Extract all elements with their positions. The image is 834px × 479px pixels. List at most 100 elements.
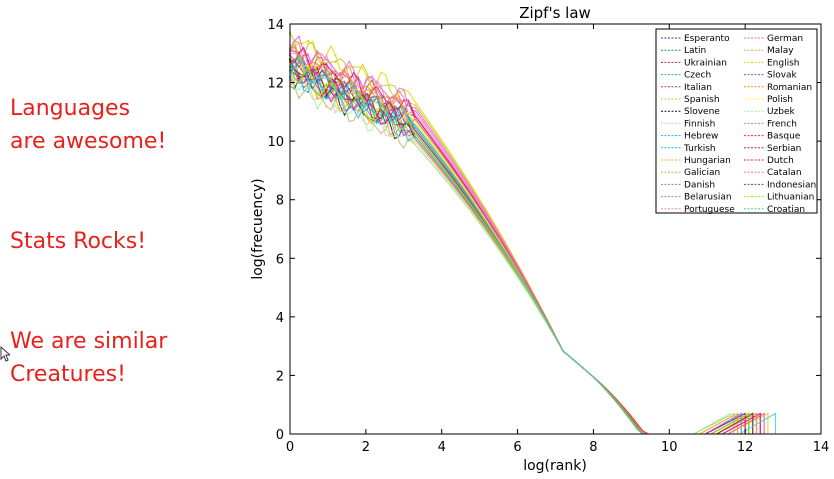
legend: Esperanto Latin Ukrainian Czech Italian Spani… bbox=[655, 28, 818, 215]
plot-frame bbox=[289, 23, 822, 435]
y-tick-label: 4 bbox=[276, 311, 284, 326]
legend-label-romanian: Romanian bbox=[767, 83, 812, 93]
legend-label-croatian: Croatian bbox=[767, 205, 805, 215]
series-point bbox=[307, 79, 310, 82]
series-point bbox=[307, 42, 310, 45]
series-point bbox=[334, 70, 337, 73]
series-point bbox=[325, 83, 328, 86]
slide-text-line: Stats Rocks! bbox=[10, 229, 147, 254]
axes-layer: 0 2 4 6 8 10 12 14 0 2 4 6 8 10 12 14 bbox=[267, 18, 829, 455]
x-tick-label: 14 bbox=[813, 440, 830, 455]
series-point bbox=[334, 87, 337, 90]
legend-label-malay: Malay bbox=[767, 46, 794, 56]
slide-text-line: Creatures! bbox=[10, 362, 126, 387]
series-point bbox=[307, 72, 310, 74]
series-point bbox=[298, 56, 301, 59]
series-point bbox=[325, 54, 328, 56]
series-point bbox=[334, 74, 337, 77]
legend-label-turkish: Turkish bbox=[683, 144, 716, 154]
legend-label-danish: Danish bbox=[684, 180, 715, 190]
series-point bbox=[325, 89, 328, 92]
legend-label-lithuanian: Lithuanian bbox=[767, 193, 814, 203]
series-point bbox=[307, 75, 310, 78]
series-point bbox=[325, 72, 328, 75]
x-tick-label: 8 bbox=[589, 440, 597, 455]
series-point bbox=[316, 51, 319, 54]
series-point bbox=[325, 63, 328, 66]
series-point bbox=[316, 57, 319, 60]
series-point bbox=[325, 93, 328, 96]
slide-text-stats: Stats Rocks! bbox=[10, 225, 146, 258]
legend-label-galician: Galician bbox=[684, 168, 720, 178]
series-point bbox=[307, 85, 310, 88]
legend-label-czech: Czech bbox=[684, 71, 711, 81]
y-tick-label: 6 bbox=[276, 252, 284, 267]
series-point bbox=[316, 50, 319, 53]
y-tick-label: 0 bbox=[276, 428, 284, 443]
legend-label-catalan: Catalan bbox=[767, 168, 802, 178]
y-tick-label: 14 bbox=[267, 18, 284, 33]
series-point bbox=[334, 60, 337, 63]
legend-label-english: English bbox=[767, 58, 800, 68]
series-point bbox=[307, 66, 310, 69]
series-point bbox=[298, 61, 301, 64]
legend-label-indonesian: Indonesian bbox=[767, 180, 816, 190]
series-point bbox=[316, 73, 319, 76]
series-point bbox=[316, 67, 319, 70]
legend-box bbox=[655, 28, 818, 214]
series-point bbox=[307, 53, 310, 56]
x-tick-label: 10 bbox=[661, 440, 678, 455]
series-point bbox=[307, 59, 310, 62]
series-point bbox=[298, 67, 301, 70]
series-point bbox=[325, 77, 328, 80]
series-point bbox=[325, 97, 328, 100]
legend-label-belarusian: Belarusian bbox=[684, 193, 732, 203]
series-point bbox=[334, 111, 337, 114]
y-axis-label: log(frecuency) bbox=[250, 178, 266, 279]
slide-text-line: Languages bbox=[10, 96, 131, 121]
series-point bbox=[307, 70, 310, 73]
slide-text-line: are awesome! bbox=[10, 129, 167, 154]
series-point bbox=[298, 88, 301, 91]
legend-label-dutch: Dutch bbox=[767, 156, 794, 166]
series-point bbox=[298, 96, 301, 99]
legend-label-hungarian: Hungarian bbox=[684, 156, 731, 166]
series-point bbox=[316, 93, 319, 96]
series-point bbox=[316, 107, 319, 110]
legend-label-esperanto: Esperanto bbox=[684, 34, 730, 44]
slide-text-similar: We are similar Creatures! bbox=[10, 325, 167, 391]
series-point bbox=[325, 105, 328, 108]
legend-label-ukrainian: Ukrainian bbox=[684, 58, 727, 68]
y-tick-label: 12 bbox=[267, 77, 284, 92]
series-point bbox=[316, 85, 319, 88]
x-tick-label: 2 bbox=[362, 440, 370, 455]
series-point bbox=[334, 84, 337, 87]
x-tick-label: 12 bbox=[737, 440, 754, 455]
series-point bbox=[298, 35, 301, 38]
series-point bbox=[316, 77, 319, 80]
legend-label-spanish: Spanish bbox=[684, 95, 720, 105]
legend-label-basque: Basque bbox=[767, 132, 801, 142]
series-point bbox=[307, 64, 310, 67]
y-tick-label: 8 bbox=[276, 194, 284, 209]
legend-label-hebrew: Hebrew bbox=[684, 132, 718, 142]
legend-label-french: French bbox=[767, 119, 797, 129]
series-point bbox=[298, 75, 301, 78]
legend-label-portuguese: Portuguese bbox=[684, 205, 735, 215]
y-tick-label: 2 bbox=[276, 369, 284, 384]
legend-label-slovene: Slovene bbox=[684, 107, 720, 117]
series-point bbox=[334, 54, 337, 57]
series-point bbox=[325, 66, 328, 69]
series-point bbox=[316, 97, 319, 99]
series-point bbox=[307, 39, 310, 42]
slide-text-line: We are similar bbox=[10, 329, 168, 354]
series-point bbox=[334, 105, 337, 108]
series-point bbox=[298, 72, 301, 75]
x-tick-label: 4 bbox=[438, 440, 446, 455]
y-tick-label: 10 bbox=[267, 135, 284, 150]
series-point bbox=[334, 77, 337, 80]
series-point bbox=[298, 51, 301, 54]
legend-label-slovak: Slovak bbox=[767, 71, 798, 81]
series-point bbox=[325, 62, 328, 65]
